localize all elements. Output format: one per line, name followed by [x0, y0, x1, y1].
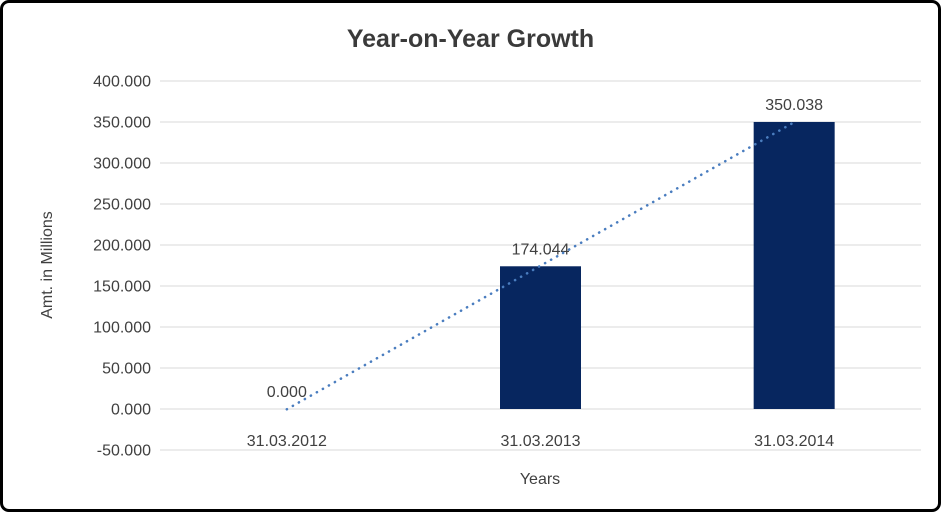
chart-title: Year-on-Year Growth: [346, 25, 595, 53]
y-tick-label: 150.000: [93, 279, 151, 296]
x-category-label: 31.03.2013: [500, 433, 580, 450]
bar: [500, 266, 581, 409]
y-tick-label: 250.000: [93, 197, 151, 214]
bar-data-label: 0.000: [267, 384, 307, 401]
x-category-label: 31.03.2012: [247, 433, 327, 450]
plot-area: 400.000 350.000 300.000 250.000 200.000 150.0…: [93, 74, 921, 460]
y-tick-label: 400.000: [93, 74, 151, 91]
bar: [753, 121, 835, 409]
y-tick-label: 100.000: [93, 320, 151, 337]
y-tick-label: 50.000: [102, 361, 151, 378]
y-tick-label: 350.000: [93, 115, 151, 132]
y-tick-label: -50.000: [97, 443, 151, 460]
y-tick-label: 200.000: [93, 238, 151, 255]
bar-data-label: 350.038: [765, 97, 823, 114]
bar-data-label: 174.044: [512, 241, 570, 258]
y-tick-label: 300.000: [93, 156, 151, 173]
trendline: [285, 120, 796, 411]
x-category-label: 31.03.2014: [754, 433, 834, 450]
x-axis-title: Years: [519, 471, 561, 488]
y-tick-label: 0.000: [111, 402, 151, 419]
